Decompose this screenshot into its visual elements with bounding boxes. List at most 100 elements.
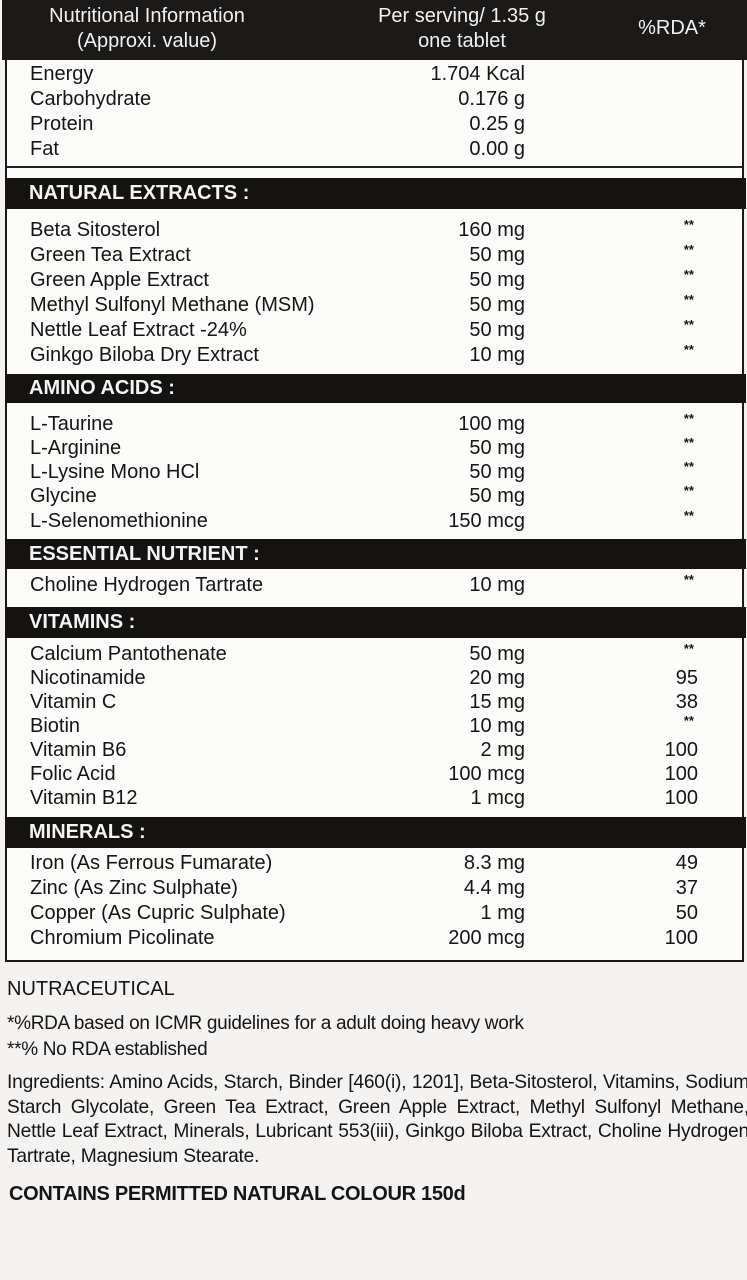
table-row: L-Taurine 100 mg ** — [7, 411, 742, 437]
table-row: Beta Sitosterol 160 mg ** — [7, 217, 742, 243]
table-row: Calcium Pantothenate 50 mg ** — [7, 641, 742, 667]
section-header-minerals: MINERALS : — [5, 817, 746, 848]
nutrient-name: Choline Hydrogen Tartrate — [30, 574, 264, 596]
nutrient-amount: 160 mg — [458, 219, 525, 241]
nutrient-name: Carbohydrate — [30, 88, 152, 110]
section-header-natural-extracts: NATURAL EXTRACTS : — [5, 178, 746, 209]
rda-value: ** — [683, 459, 694, 474]
table-row: Protein 0.25 g — [7, 112, 742, 137]
nutrient-amount: 0.25 g — [469, 113, 525, 135]
nutrient-amount: 20 mg — [469, 667, 525, 689]
header-rda: %RDA* — [638, 17, 706, 39]
nutrient-name: L-Taurine — [30, 413, 114, 435]
colour-statement: CONTAINS PERMITTED NATURAL COLOUR 150d — [9, 1183, 466, 1205]
nutrient-amount: 0.176 g — [458, 88, 525, 110]
rda-value: ** — [683, 217, 694, 232]
rda-value: ** — [683, 242, 694, 257]
table-row: Iron (As Ferrous Fumarate) 8.3 mg 49 — [7, 851, 742, 876]
section-header-amino-acids: AMINO ACIDS : — [5, 374, 746, 403]
rda-value: ** — [683, 713, 694, 728]
nutrient-amount: 200 mcg — [448, 927, 525, 949]
nutrient-name: Vitamin C — [30, 691, 117, 713]
table-header: Nutritional Information (Approxi. value)… — [2, 0, 747, 60]
table-row: Green Tea Extract 50 mg ** — [7, 242, 742, 268]
nutrient-name: Chromium Picolinate — [30, 927, 215, 949]
rda-value: ** — [683, 483, 694, 498]
nutrient-name: Vitamin B6 — [30, 739, 127, 761]
nutrient-amount: 1 mcg — [470, 787, 525, 809]
table-row: L-Selenomethionine 150 mcg ** — [7, 508, 742, 534]
table-row: Fat 0.00 g — [7, 137, 742, 162]
nutrient-name: Green Tea Extract — [30, 244, 191, 266]
nutrient-name: Copper (As Cupric Sulphate) — [30, 902, 286, 924]
nutrient-amount: 50 mg — [469, 461, 525, 483]
table-row: Green Apple Extract 50 mg ** — [7, 267, 742, 293]
nutrient-name: Folic Acid — [30, 763, 116, 785]
rda-value: 49 — [675, 852, 698, 874]
nutrient-name: Calcium Pantothenate — [30, 643, 227, 665]
rda-value: ** — [683, 317, 694, 332]
table-row: Biotin 10 mg ** — [7, 713, 742, 739]
nutrient-name: L-Arginine — [30, 437, 122, 459]
rda-value: 50 — [675, 902, 698, 924]
nutrient-amount: 50 mg — [469, 319, 525, 341]
nutrient-amount: 10 mg — [469, 715, 525, 737]
rda-value: ** — [683, 342, 694, 357]
table-row: Nettle Leaf Extract -24% 50 mg ** — [7, 317, 742, 343]
rda-value: 100 — [664, 763, 698, 785]
header-col2-line1: Per serving/ 1.35 g — [378, 5, 546, 27]
rda-value: ** — [683, 267, 694, 282]
table-row: Vitamin B12 1 mcg 100 — [7, 786, 742, 811]
rda-value: ** — [683, 411, 694, 426]
nutrient-amount: 2 mg — [480, 739, 525, 761]
nutrient-amount: 100 mg — [458, 413, 525, 435]
nutrient-amount: 100 mcg — [448, 763, 525, 785]
nutrient-amount: 15 mg — [469, 691, 525, 713]
table-row: Copper (As Cupric Sulphate) 1 mg 50 — [7, 901, 742, 926]
rda-value: 38 — [675, 691, 698, 713]
table-row: Vitamin C 15 mg 38 — [7, 690, 742, 715]
rda-value: ** — [683, 292, 694, 307]
table-row: Vitamin B6 2 mg 100 — [7, 738, 742, 763]
nutrient-name: Nettle Leaf Extract -24% — [30, 319, 247, 341]
nutrient-name: Zinc (As Zinc Sulphate) — [30, 877, 238, 899]
nutrient-name: Fat — [30, 138, 59, 160]
nutrient-amount: 8.3 mg — [463, 852, 525, 874]
rda-value: 95 — [675, 667, 698, 689]
table-row: Zinc (As Zinc Sulphate) 4.4 mg 37 — [7, 876, 742, 901]
nutrient-name: Biotin — [30, 715, 81, 737]
nutrient-name: Methyl Sulfonyl Methane (MSM) — [30, 294, 315, 316]
nutrient-amount: 50 mg — [469, 437, 525, 459]
nutrient-amount: 50 mg — [469, 643, 525, 665]
table-row: L-Arginine 50 mg ** — [7, 435, 742, 461]
table-row: Ginkgo Biloba Dry Extract 10 mg ** — [7, 342, 742, 368]
nutrient-amount: 150 mcg — [448, 510, 525, 532]
nutrient-name: L-Selenomethionine — [30, 510, 208, 532]
nutrient-name: Ginkgo Biloba Dry Extract — [30, 344, 259, 366]
nutrient-amount: 1.704 Kcal — [430, 63, 525, 85]
rda-value: ** — [683, 572, 694, 587]
table-row: Energy 1.704 Kcal — [7, 62, 742, 87]
nutrient-amount: 1 mg — [480, 902, 525, 924]
nutrient-name: Vitamin B12 — [30, 787, 138, 809]
table-row: L-Lysine Mono HCl 50 mg ** — [7, 459, 742, 485]
nutrient-name: L-Lysine Mono HCl — [30, 461, 200, 483]
divider — [7, 166, 742, 168]
nutrient-name: Glycine — [30, 485, 97, 507]
rda-footnote: *%RDA based on ICMR guidelines for a adu… — [7, 1013, 524, 1034]
nutrient-amount: 0.00 g — [469, 138, 525, 160]
nutrient-name: Beta Sitosterol — [30, 219, 161, 241]
nutrient-name: Protein — [30, 113, 94, 135]
header-col1-line2: (Approxi. value) — [76, 30, 218, 52]
nutrient-amount: 50 mg — [469, 485, 525, 507]
table-row: Carbohydrate 0.176 g — [7, 87, 742, 112]
table-row: Glycine 50 mg ** — [7, 483, 742, 509]
rda-value: 100 — [664, 927, 698, 949]
rda-value: ** — [683, 508, 694, 523]
category-label: NUTRACEUTICAL — [7, 978, 175, 1000]
nutrient-amount: 50 mg — [469, 244, 525, 266]
rda-value: 37 — [675, 877, 698, 899]
table-row: Chromium Picolinate 200 mcg 100 — [7, 926, 742, 951]
header-col2-line2: one tablet — [418, 30, 506, 52]
nutrient-amount: 4.4 mg — [463, 877, 525, 899]
